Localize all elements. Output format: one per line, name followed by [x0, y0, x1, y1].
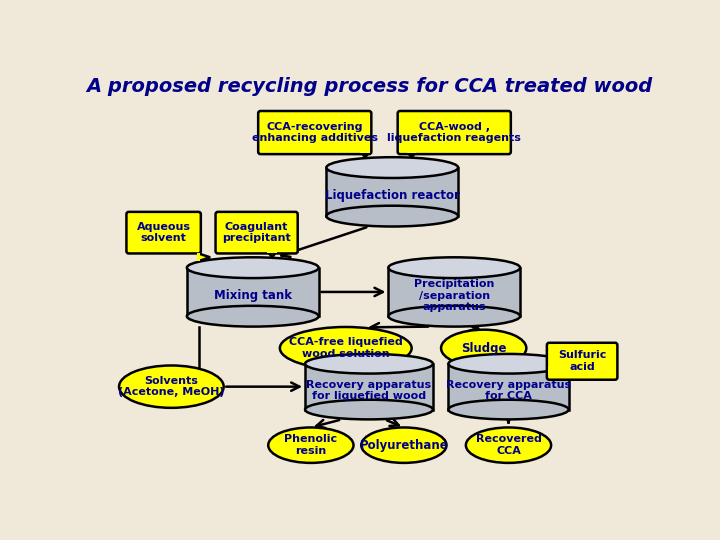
Ellipse shape — [187, 257, 319, 278]
Polygon shape — [361, 152, 370, 157]
Polygon shape — [549, 367, 555, 375]
Bar — [388, 268, 520, 316]
FancyBboxPatch shape — [547, 343, 617, 380]
Text: Precipitation
/separation
apparatus: Precipitation /separation apparatus — [414, 279, 495, 313]
Ellipse shape — [388, 257, 520, 278]
Bar — [361, 150, 370, 153]
Text: Sludge: Sludge — [461, 342, 506, 355]
Ellipse shape — [441, 330, 526, 367]
Text: Polyurethane: Polyurethane — [359, 438, 449, 451]
Bar — [187, 268, 319, 316]
Bar — [449, 364, 569, 409]
Text: Recovered
CCA: Recovered CCA — [476, 434, 541, 456]
Text: Aqueous
solvent: Aqueous solvent — [137, 222, 191, 244]
FancyBboxPatch shape — [397, 111, 510, 154]
Ellipse shape — [280, 327, 412, 369]
Ellipse shape — [326, 157, 458, 178]
Bar — [305, 364, 433, 409]
Text: Recovery apparatus
for CCA: Recovery apparatus for CCA — [446, 380, 571, 401]
Ellipse shape — [119, 366, 224, 408]
Text: Phenolic
resin: Phenolic resin — [284, 434, 338, 456]
Ellipse shape — [361, 428, 446, 463]
Ellipse shape — [269, 428, 354, 463]
Ellipse shape — [449, 354, 569, 374]
Text: CCA-recovering
enhancing additives: CCA-recovering enhancing additives — [252, 122, 378, 143]
Text: CCA-wood ,
liquefaction reagents: CCA-wood , liquefaction reagents — [387, 122, 521, 143]
Text: Liquefaction reactor: Liquefaction reactor — [325, 189, 459, 202]
Bar — [548, 367, 551, 375]
Text: A proposed recycling process for CCA treated wood: A proposed recycling process for CCA tre… — [86, 77, 652, 96]
Text: Recovery apparatus
for liquefied wood: Recovery apparatus for liquefied wood — [307, 380, 431, 401]
Ellipse shape — [305, 354, 433, 374]
Ellipse shape — [326, 206, 458, 226]
Ellipse shape — [187, 306, 319, 327]
Polygon shape — [267, 251, 276, 257]
Polygon shape — [199, 253, 210, 261]
Text: Mixing tank: Mixing tank — [214, 289, 292, 302]
Text: Coagulant
precipitant: Coagulant precipitant — [222, 222, 291, 244]
FancyBboxPatch shape — [215, 212, 297, 253]
FancyBboxPatch shape — [127, 212, 201, 253]
Ellipse shape — [466, 428, 551, 463]
Polygon shape — [407, 152, 416, 157]
Text: CCA-free liquefied
wood solution: CCA-free liquefied wood solution — [289, 338, 402, 359]
Text: Solvents
(Acetone, MeOH): Solvents (Acetone, MeOH) — [118, 376, 225, 397]
Bar — [326, 167, 458, 216]
Text: Sulfuric
acid: Sulfuric acid — [558, 350, 606, 372]
Ellipse shape — [449, 400, 569, 420]
Ellipse shape — [305, 400, 433, 420]
FancyBboxPatch shape — [258, 111, 372, 154]
Bar — [197, 253, 200, 261]
Bar — [267, 249, 276, 253]
Bar — [407, 150, 416, 153]
Ellipse shape — [388, 306, 520, 327]
